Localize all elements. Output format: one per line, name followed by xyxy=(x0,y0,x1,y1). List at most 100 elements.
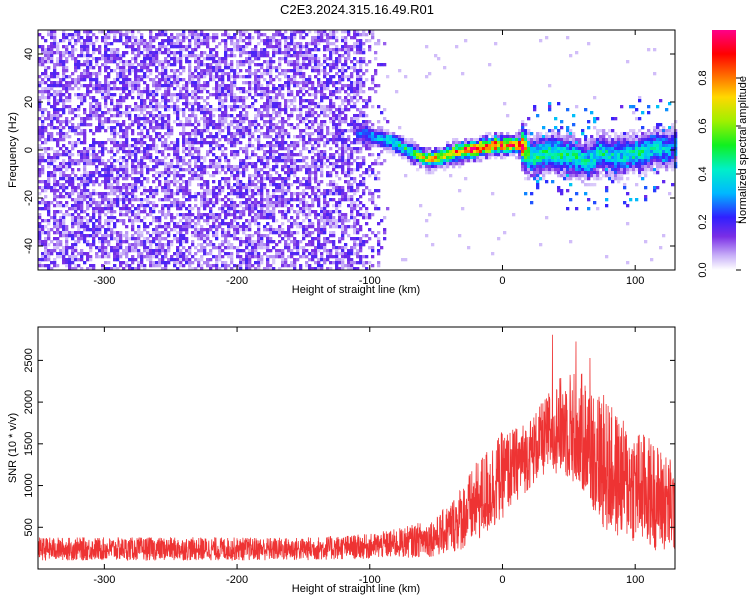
spectrogram-cell xyxy=(218,93,222,97)
spectrogram-cell xyxy=(101,36,105,40)
spectrogram-cell xyxy=(302,195,306,199)
spectrogram-cell xyxy=(164,249,168,253)
spectrogram-cell xyxy=(164,156,168,160)
spectrogram-cell xyxy=(191,84,195,88)
spectrogram-cell xyxy=(314,57,318,61)
spectrogram-cell xyxy=(116,66,120,70)
spectrogram-cell xyxy=(236,231,240,235)
spectrogram-cell xyxy=(230,36,234,40)
spectrogram-cell xyxy=(53,117,57,121)
spectrogram-cell xyxy=(89,180,93,184)
spectrogram-cell xyxy=(95,129,99,133)
spectrogram-cell xyxy=(311,231,315,235)
spectrogram-cell xyxy=(116,144,120,148)
spectrogram-cell xyxy=(335,210,339,214)
spectrogram-cell xyxy=(302,177,306,181)
spectrogram-cell xyxy=(137,237,141,241)
spectrogram-cell xyxy=(182,192,186,196)
spectrogram-cell xyxy=(74,255,78,259)
spectrogram-cell xyxy=(65,150,69,154)
spectrogram-cell xyxy=(197,90,201,94)
spectrogram-cell xyxy=(89,36,93,40)
spectrogram-cell xyxy=(149,114,153,118)
spectrogram-cell xyxy=(62,51,66,55)
spectrogram-cell xyxy=(113,54,117,58)
spectrogram-cell xyxy=(149,249,153,253)
spectrogram-cell xyxy=(296,213,300,217)
spectrogram-cell xyxy=(77,105,81,109)
spectrogram-cell xyxy=(80,63,84,67)
spectrogram-cell xyxy=(254,198,258,202)
spectrogram-cell xyxy=(173,216,177,220)
spectrogram-cell xyxy=(74,249,78,253)
spectrogram-cell xyxy=(134,54,138,58)
spectrogram-cell xyxy=(68,141,72,145)
spectrogram-cell xyxy=(314,120,318,124)
spectrogram-cell xyxy=(65,249,69,253)
spectrogram-cell xyxy=(302,93,306,97)
spectrogram-cell xyxy=(158,249,162,253)
spectrogram-cell xyxy=(233,99,237,103)
spectrogram-cell xyxy=(143,135,147,139)
spectrogram-cell xyxy=(272,150,276,154)
spectrogram-cell xyxy=(185,216,189,220)
spectrogram-cell xyxy=(179,60,183,64)
spectrogram-cell xyxy=(116,78,120,82)
spectrogram-cell xyxy=(221,105,225,109)
spectrogram-cell xyxy=(98,159,102,163)
spectrogram-cell xyxy=(122,204,126,208)
spectrogram-cell xyxy=(158,126,162,130)
spectrogram-cell xyxy=(104,93,108,97)
spectrogram-cell xyxy=(266,159,270,163)
spectrogram-cell xyxy=(125,135,129,139)
spectrogram-cell xyxy=(209,267,213,271)
spectrogram-cell xyxy=(239,96,243,100)
spectrogram-cell xyxy=(92,267,96,271)
spectrogram-cell xyxy=(86,39,90,43)
spectrogram-cell xyxy=(323,201,327,205)
spectrogram-cell xyxy=(302,228,306,232)
spectrogram-cell xyxy=(260,48,264,52)
spectrogram-cell xyxy=(122,171,126,175)
spectrogram-cell xyxy=(47,84,51,88)
spectrogram-cell xyxy=(200,195,204,199)
spectrogram-cell xyxy=(260,54,264,58)
spectrogram-cell xyxy=(257,135,261,139)
spectrogram-cell xyxy=(149,138,153,142)
spectrogram-cell xyxy=(179,90,183,94)
spectrogram-cell xyxy=(200,129,204,133)
spectrogram-cell xyxy=(254,231,258,235)
spectrogram-cell xyxy=(272,165,276,169)
spectrogram-cell xyxy=(320,120,324,124)
spectrogram-cell xyxy=(248,249,252,253)
spectrogram-cell xyxy=(74,246,78,250)
spectrogram-cell xyxy=(299,192,303,196)
spectrogram-cell xyxy=(284,108,288,112)
spectrogram-cell xyxy=(140,138,144,142)
spectrogram-cell xyxy=(293,168,297,172)
spectrogram-cell xyxy=(236,264,240,268)
spectrogram-cell xyxy=(104,195,108,199)
spectrogram-cell xyxy=(206,42,210,46)
spectrogram-cell xyxy=(122,42,126,46)
spectrogram-cell xyxy=(68,81,72,85)
spectrogram-cell xyxy=(206,129,210,133)
spectrogram-cell xyxy=(83,63,87,67)
spectrogram-cell xyxy=(284,42,288,46)
spectrogram-cell xyxy=(209,213,213,217)
spectrogram-cell xyxy=(206,120,210,124)
spectrogram-cell xyxy=(281,192,285,196)
spectrogram-cell xyxy=(122,261,126,265)
spectrogram-cell xyxy=(56,201,60,205)
spectrogram-cell xyxy=(299,42,303,46)
spectrogram-cell xyxy=(323,114,327,118)
spectrogram-cell xyxy=(161,30,165,34)
spectrogram-cell xyxy=(131,171,135,175)
spectrogram-cell xyxy=(317,84,321,88)
spectrogram-cell xyxy=(191,171,195,175)
spectrogram-cell xyxy=(335,165,339,169)
spectrogram-cell xyxy=(167,222,171,226)
spectrogram-cell xyxy=(119,246,123,250)
spectrogram-cell xyxy=(116,105,120,109)
spectrogram-cell xyxy=(125,162,129,166)
